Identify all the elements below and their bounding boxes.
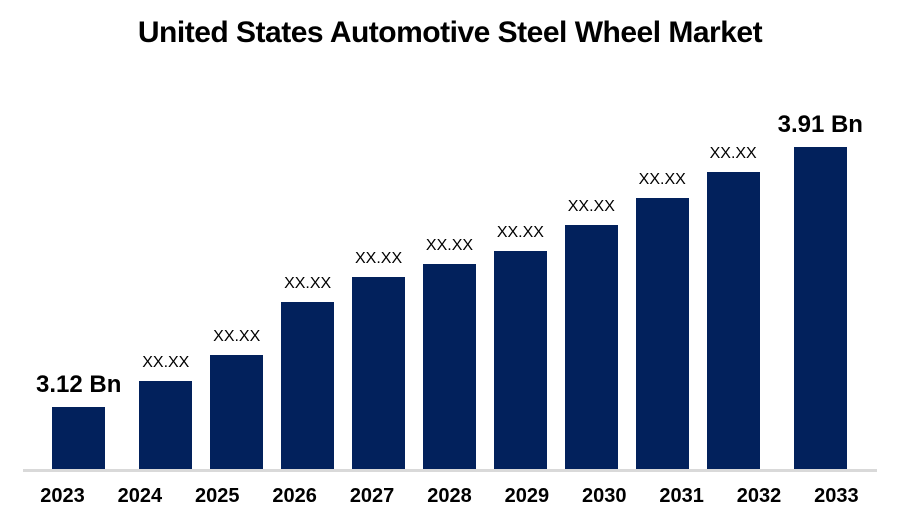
- x-tick-2029: 2029: [504, 484, 550, 507]
- bar-chart: 3.12 Bn XX.XX XX.XX XX.XX XX.XX XX.XX XX.XX XX.…: [23, 111, 877, 508]
- x-tick-2023: 2023: [40, 484, 85, 507]
- x-tick-2033: 2033: [814, 484, 859, 507]
- x-tick-2027: 2027: [349, 484, 395, 507]
- chart-column-2024: XX.XX: [139, 353, 193, 469]
- bar-2032: [706, 171, 760, 469]
- x-tick-2031: 2031: [659, 484, 704, 507]
- bar-value-label-2033: 3.91 Bn: [777, 110, 863, 138]
- x-tick-2030: 2030: [581, 484, 627, 507]
- chart-column-2023: 3.12 Bn: [36, 371, 121, 469]
- bar-value-label-2025: XX.XX: [213, 327, 261, 345]
- chart-columns: 3.12 Bn XX.XX XX.XX XX.XX XX.XX XX.XX XX.XX XX.…: [23, 111, 877, 469]
- bar-2027: [352, 276, 406, 469]
- bar-2031: [635, 197, 689, 469]
- chart-column-2027: XX.XX: [352, 249, 406, 469]
- chart-title: United States Automotive Steel Wheel Mar…: [137, 16, 763, 49]
- bar-2029: [493, 250, 547, 469]
- bar-2030: [564, 224, 618, 469]
- bar-value-label-2027: XX.XX: [354, 249, 403, 267]
- x-tick-2024: 2024: [117, 484, 163, 507]
- chart-column-2029: XX.XX: [493, 223, 547, 469]
- x-tick-2028: 2028: [427, 484, 472, 507]
- chart-column-2030: XX.XX: [564, 197, 618, 469]
- bar-2024: [139, 380, 193, 469]
- bar-value-label-2028: XX.XX: [425, 236, 474, 254]
- x-tick-2026: 2026: [272, 484, 317, 507]
- chart-column-2025: XX.XX: [210, 327, 264, 469]
- bar-2033: [793, 146, 847, 469]
- bar-value-label-2024: XX.XX: [142, 353, 190, 371]
- x-axis-line: [23, 468, 877, 472]
- bar-value-label-2026: XX.XX: [284, 274, 332, 292]
- x-tick-2025: 2025: [195, 484, 240, 507]
- x-axis-labels: 2023 2024 2025 2026 2027 2028 2029 2030 2031 2032…: [23, 485, 877, 508]
- bar-value-label-2030: XX.XX: [567, 197, 615, 215]
- bar-2028: [422, 263, 476, 469]
- chart-column-2028: XX.XX: [422, 236, 476, 469]
- bar-value-label-2023: 3.12 Bn: [36, 370, 122, 398]
- bar-2026: [281, 301, 335, 469]
- bar-value-label-2031: XX.XX: [638, 170, 686, 188]
- bar-2025: [210, 354, 264, 469]
- chart-column-2026: XX.XX: [281, 274, 335, 469]
- bar-value-label-2032: XX.XX: [709, 144, 757, 162]
- bar-value-label-2029: XX.XX: [496, 223, 544, 241]
- chart-column-2033: 3.91 Bn: [778, 111, 863, 469]
- chart-column-2032: XX.XX: [706, 144, 760, 469]
- bar-2023: [52, 406, 106, 469]
- chart-column-2031: XX.XX: [635, 170, 689, 469]
- x-tick-2032: 2032: [736, 484, 782, 507]
